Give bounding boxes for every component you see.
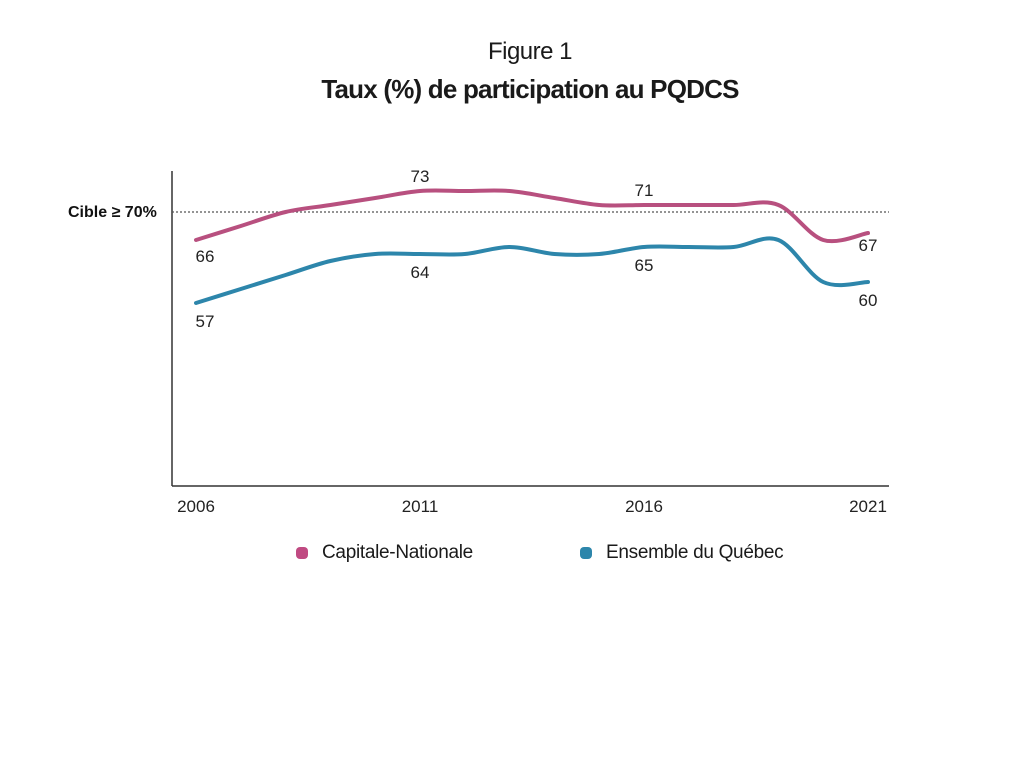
legend-swatch-capitale — [296, 547, 308, 559]
data-label: 65 — [635, 256, 654, 275]
data-label: 57 — [196, 312, 215, 331]
legend-swatch-quebec — [580, 547, 592, 559]
chart-title: Taux (%) de participation au PQDCS — [321, 74, 739, 104]
series-line-ensemble-quebec — [194, 236, 870, 305]
legend-label-quebec: Ensemble du Québec — [606, 542, 784, 563]
series-line-capitale-nationale — [194, 188, 870, 244]
data-label: 73 — [411, 167, 430, 186]
x-tick-labels: 2006 2011 2016 2021 — [177, 497, 887, 516]
x-tick-label: 2011 — [402, 497, 439, 516]
x-tick-label: 2021 — [849, 497, 887, 516]
legend-item-ensemble-quebec: Ensemble du Québec — [580, 542, 784, 564]
data-label: 71 — [635, 181, 654, 200]
data-labels: 66 73 71 67 57 64 65 60 — [196, 167, 878, 331]
x-tick-label: 2016 — [625, 497, 663, 516]
figure-number: Figure 1 — [487, 38, 573, 65]
series-lines — [194, 188, 870, 305]
data-label: 67 — [859, 236, 878, 255]
x-tick-label: 2006 — [177, 497, 215, 516]
legend-item-capitale-nationale: Capitale-Nationale — [296, 542, 473, 564]
target-label: Cible ≥ 70% — [68, 204, 157, 221]
legend-label-capitale: Capitale-Nationale — [322, 542, 473, 563]
data-label: 66 — [196, 247, 215, 266]
data-label: 64 — [411, 263, 430, 282]
data-label: 60 — [859, 291, 878, 310]
